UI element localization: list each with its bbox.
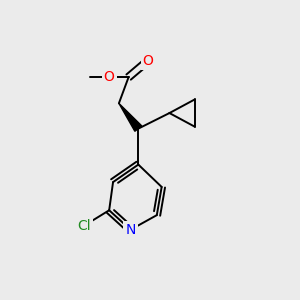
Text: O: O [142, 54, 154, 68]
Text: N: N [125, 223, 136, 237]
Text: O: O [104, 70, 115, 84]
Text: Cl: Cl [77, 219, 91, 233]
Polygon shape [119, 103, 142, 131]
